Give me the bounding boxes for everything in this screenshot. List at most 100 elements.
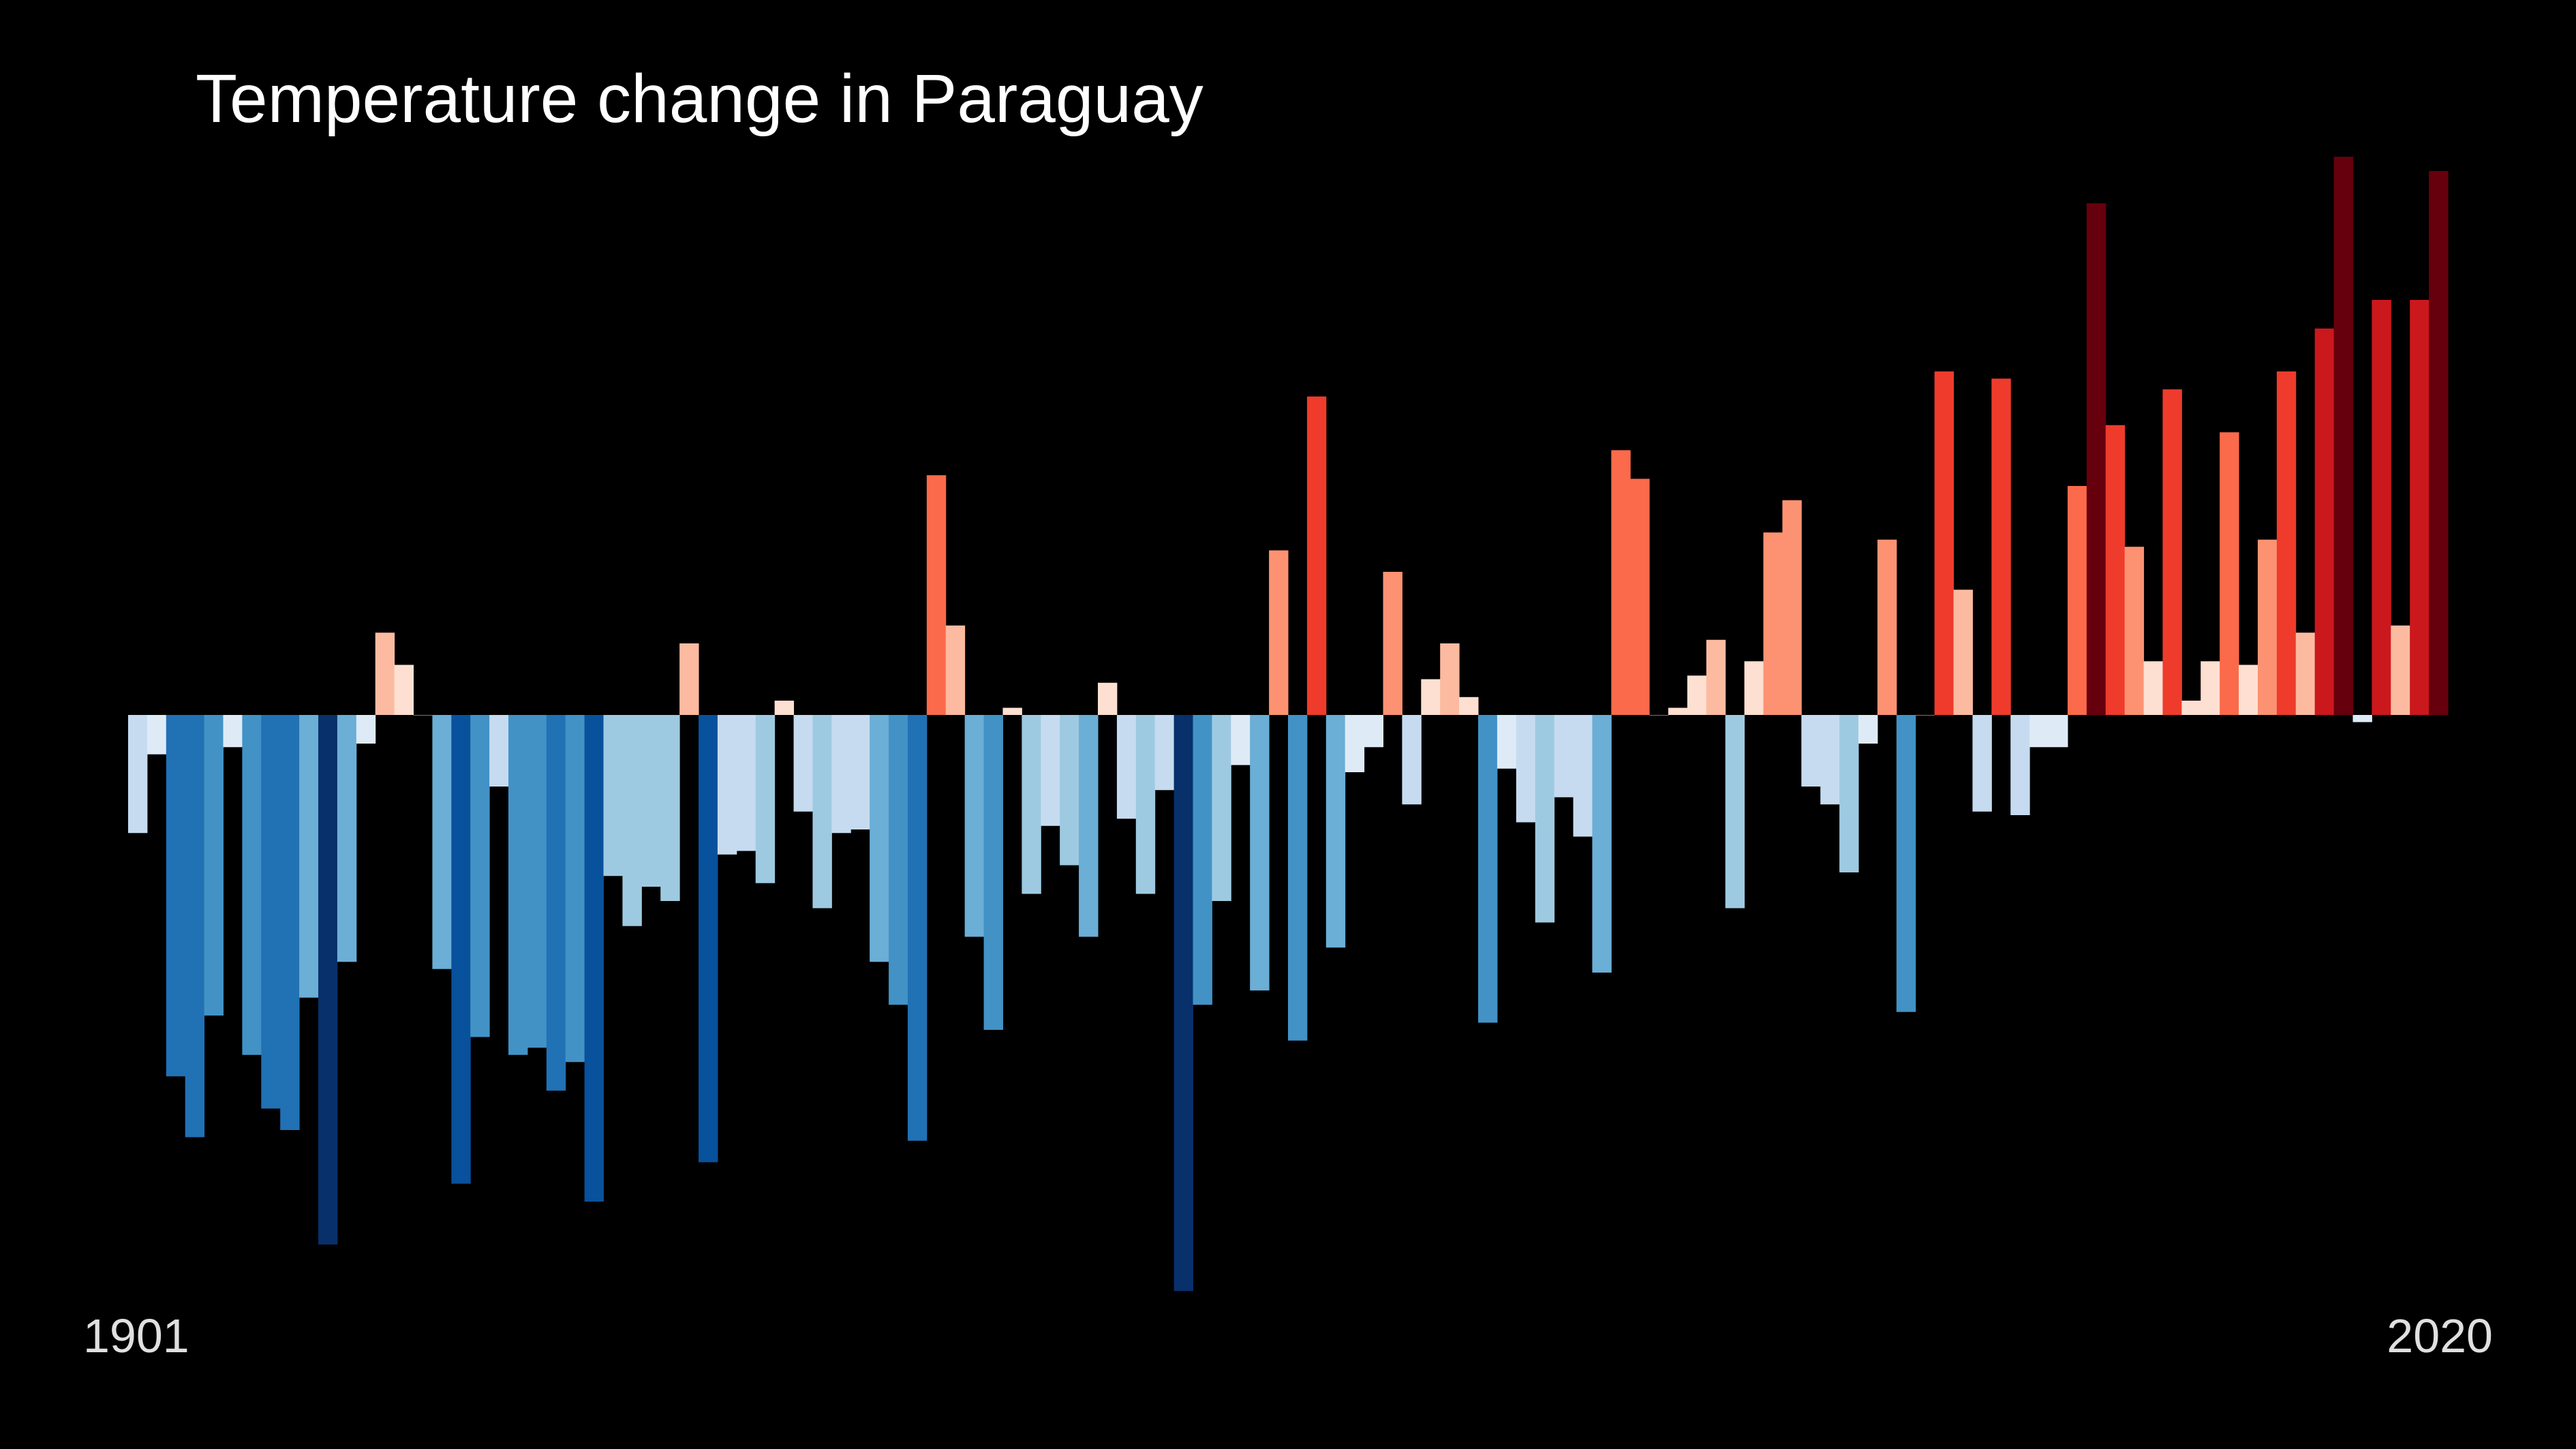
bar-1975 [1535,715,1555,923]
bar-1905 [204,715,224,1016]
bar-1912 [337,715,357,962]
bar-1998 [1972,715,1992,812]
bar-1950 [1060,715,1079,866]
bar-1937 [812,715,832,909]
bar-1909 [280,715,300,1130]
bar-1954 [1135,715,1156,894]
bar-1964 [1325,715,1346,948]
bar-1974 [1516,715,1536,823]
bar-2017 [2333,157,2353,715]
bar-1976 [1554,715,1574,797]
bar-2009 [2181,701,2201,715]
bar-2004 [2086,203,2106,715]
bar-1953 [1116,715,1137,819]
bar-2010 [2201,661,2220,715]
bar-1989 [1801,715,1821,787]
bar-2008 [2162,389,2182,715]
bar-2018 [2352,715,2372,722]
bar-1996 [1934,371,1954,715]
bar-1921 [508,715,528,1055]
bar-1959 [1231,715,1251,765]
bar-1933 [736,715,756,851]
bar-1987 [1763,532,1783,715]
bar-1968 [1402,715,1422,805]
bar-1938 [831,715,851,834]
bar-1981 [1649,715,1669,716]
bar-1958 [1212,715,1231,901]
bar-1992 [1858,715,1878,744]
bar-1939 [850,715,870,829]
bar-1945 [964,715,985,937]
bar-2013 [2257,539,2278,715]
bar-1978 [1592,715,1612,973]
bar-1969 [1421,679,1441,715]
bar-1911 [318,715,338,1245]
bar-1970 [1440,643,1460,715]
bar-1928 [641,715,661,887]
bar-1948 [1022,715,1041,894]
bar-1965 [1345,715,1365,772]
end-year-label: 2020 [2387,1309,2493,1362]
bar-1946 [983,715,1003,1030]
start-year-label: 1901 [83,1309,189,1362]
bar-1949 [1041,715,1060,826]
bar-1931 [699,715,718,1163]
bar-1914 [375,632,395,715]
bar-2020 [2391,625,2410,715]
bar-1960 [1250,715,1270,991]
bar-1994 [1896,715,1916,1012]
bar-1952 [1097,682,1118,715]
bar-1973 [1497,715,1517,769]
bar-1980 [1630,478,1650,715]
bar-1942 [907,715,927,1141]
bar-2019 [2372,300,2391,715]
bar-1993 [1877,539,1897,715]
bar-1956 [1174,715,1193,1292]
bar-1920 [489,715,509,787]
bar-1966 [1364,715,1384,748]
bar-1944 [945,625,966,715]
bar-1940 [870,715,889,962]
bar-1904 [185,715,205,1138]
bar-2001 [2029,715,2049,748]
bar-1955 [1154,715,1175,791]
bar-1906 [223,715,243,748]
bar-1984 [1706,639,1726,715]
bar-1972 [1478,715,1498,1023]
bar-1917 [432,715,452,969]
bar-1908 [261,715,281,1109]
bar-1997 [1953,590,1973,715]
bar-2021 [2410,300,2429,715]
bar-1913 [356,715,376,744]
bar-1926 [603,715,623,876]
bar-1919 [470,715,490,1037]
bar-1990 [1820,715,1840,805]
bar-1957 [1193,715,1212,1005]
bar-1977 [1573,715,1593,837]
bar-2007 [2143,661,2163,715]
bar-2005 [2105,425,2126,715]
bar-1915 [394,665,414,715]
bar-1941 [889,715,908,1005]
bar-1988 [1782,500,1802,715]
chart-title: Temperature change in Paraguay [196,61,1203,137]
bar-1951 [1079,715,1099,937]
bar-1963 [1306,396,1327,715]
bar-2003 [2067,486,2087,715]
bar-1924 [565,715,585,1063]
bar-1918 [451,715,471,1184]
bar-1922 [527,715,547,1048]
bar-1983 [1687,675,1707,715]
bar-1923 [546,715,566,1091]
bar-2012 [2239,665,2258,715]
bar-1986 [1744,661,1764,715]
bar-1930 [679,643,699,715]
bar-2011 [2220,432,2239,715]
bar-2015 [2295,632,2316,715]
bar-1961 [1269,550,1289,715]
bar-1901 [128,715,148,834]
bar-1934 [755,715,776,883]
bar-1929 [660,715,680,901]
bar-1903 [166,715,186,1077]
